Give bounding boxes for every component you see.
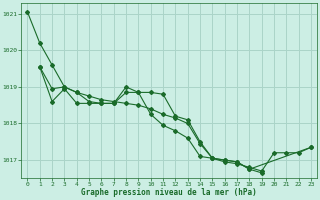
- X-axis label: Graphe pression niveau de la mer (hPa): Graphe pression niveau de la mer (hPa): [81, 188, 257, 197]
